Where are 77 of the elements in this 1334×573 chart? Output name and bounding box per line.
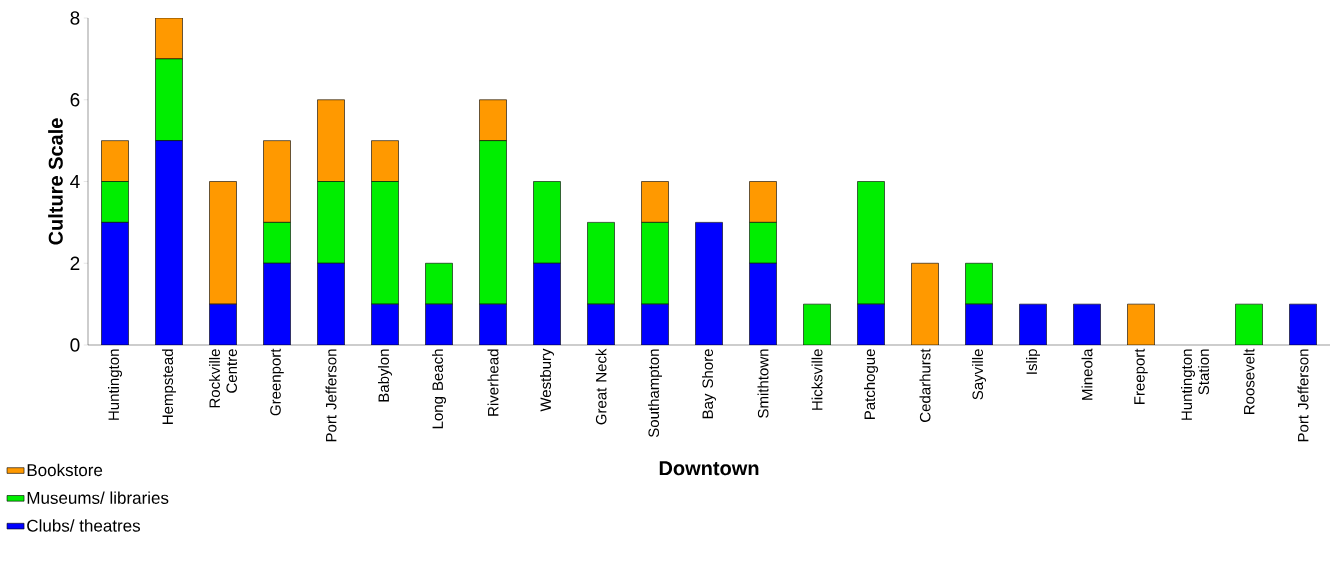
bar [101,181,129,223]
x-tick-label: Rockville Centre [208,349,237,408]
bar [533,181,561,264]
x-tick-label: Long Beach [432,349,446,429]
x-tick-label: Islip [1026,349,1040,374]
bar [965,304,993,345]
legend-label: Museums/ libraries [27,491,169,504]
bar [371,304,399,345]
x-tick-label: Hempstead [162,349,176,424]
bar [911,263,939,345]
x-tick-label: Roosevelt [1243,348,1255,414]
bar [479,99,507,141]
x-tick-label: Port Jefferson [325,349,337,442]
bar [587,222,615,305]
bar [641,181,669,223]
bar [857,304,885,345]
x-tick-label: Cedarhurst [919,348,931,422]
bar [263,140,291,223]
bar [533,263,561,345]
legend-label: Bookstore [27,463,103,477]
bar [1289,303,1317,345]
bar [425,304,453,345]
bar [209,304,237,345]
bar [1073,304,1101,345]
x-tick-label: Greenport [270,348,284,416]
bar [371,181,399,305]
bar [371,140,399,182]
bar [749,222,777,264]
bar [587,304,615,345]
y-tick-label: 0 [70,338,80,352]
x-tick-label: Great Neck [595,348,607,425]
y-tick-label: 6 [70,93,80,107]
x-tick-label: Westbury [540,348,554,412]
bar [479,304,507,345]
bar [101,222,129,345]
x-tick-label: Freeport [1134,348,1148,404]
x-tick-label: Patchogue [864,349,878,420]
x-axis-title: Downtown [659,461,759,476]
x-tick-label: Babylon [378,349,392,402]
bar [695,222,723,345]
x-tick-label: Port Jefferson [1297,349,1309,442]
x-tick-label: Riverhead [487,349,499,416]
bar [155,58,183,141]
bar [1127,303,1155,345]
x-tick-label: Southampton [648,349,662,438]
x-tick-label: Hicksville [811,349,823,410]
bar [425,262,453,305]
legend-label: Clubs/ theatres [27,519,141,532]
bar [803,304,831,345]
y-tick-label: 8 [70,11,80,25]
bar [641,222,669,305]
x-tick-label: Huntington [108,349,122,420]
bar [155,18,183,60]
x-tick-label: Mineola [1081,348,1093,400]
bar [641,304,669,345]
bar [317,181,345,264]
bar [857,181,885,305]
bar [479,140,507,305]
x-tick-label: Smithtown [757,349,769,418]
bar [263,222,291,264]
bar [317,99,345,182]
bar [263,263,291,345]
bar [155,140,183,345]
y-tick-label: 4 [70,174,80,189]
y-tick-label: 2 [70,256,80,270]
bar [317,263,345,345]
bar [749,181,777,223]
bar [1019,304,1047,345]
x-tick-label: Huntington Station [1181,349,1210,420]
bar [749,263,777,345]
bar [1235,303,1263,345]
x-tick-label: Sayville [972,349,986,400]
bar [965,262,993,305]
bar [101,140,129,182]
x-tick-label: Bay Shore [702,349,716,419]
y-axis-title: Culture Scale [48,118,63,245]
bar [209,181,237,305]
